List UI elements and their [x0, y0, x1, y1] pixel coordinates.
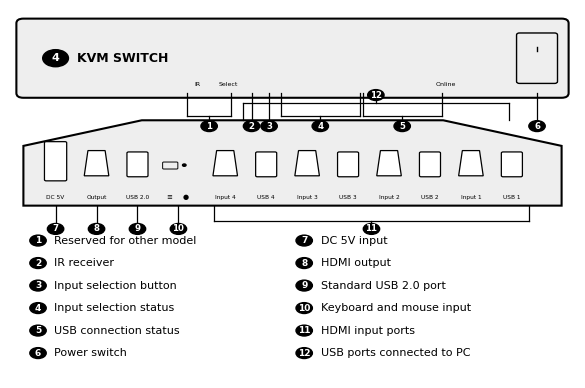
Circle shape	[394, 121, 411, 132]
Polygon shape	[23, 120, 562, 206]
FancyBboxPatch shape	[44, 142, 67, 181]
Circle shape	[88, 223, 105, 234]
Circle shape	[312, 121, 328, 132]
Text: 7: 7	[301, 236, 307, 245]
Text: ≡: ≡	[167, 194, 173, 200]
Text: 4: 4	[317, 121, 324, 131]
Circle shape	[243, 121, 260, 132]
Polygon shape	[84, 151, 109, 176]
Text: 12: 12	[370, 90, 382, 100]
FancyBboxPatch shape	[517, 33, 558, 83]
Text: USB 3: USB 3	[339, 195, 357, 200]
Text: HDMI output: HDMI output	[321, 258, 391, 268]
Text: USB 4: USB 4	[257, 195, 275, 200]
Text: Input 4: Input 4	[215, 195, 236, 200]
Circle shape	[296, 280, 312, 291]
Text: Input 3: Input 3	[297, 195, 318, 200]
FancyBboxPatch shape	[127, 152, 148, 177]
Text: 8: 8	[94, 224, 99, 234]
Circle shape	[30, 303, 46, 314]
Text: Input 2: Input 2	[378, 195, 400, 200]
Text: Input selection status: Input selection status	[54, 303, 175, 313]
Text: 10: 10	[173, 224, 184, 234]
Circle shape	[296, 303, 312, 314]
Circle shape	[201, 121, 218, 132]
Text: 7: 7	[53, 224, 58, 234]
Text: Input 1: Input 1	[460, 195, 481, 200]
Text: USB 2: USB 2	[421, 195, 439, 200]
Text: 1: 1	[206, 121, 212, 131]
Circle shape	[183, 164, 186, 166]
Text: USB 2.0: USB 2.0	[126, 195, 149, 200]
FancyBboxPatch shape	[419, 152, 441, 177]
Circle shape	[367, 90, 384, 100]
FancyBboxPatch shape	[163, 162, 178, 169]
Text: Output: Output	[87, 195, 106, 200]
Text: KVM SWITCH: KVM SWITCH	[77, 52, 168, 65]
Text: 6: 6	[534, 121, 540, 131]
Text: USB 1: USB 1	[503, 195, 521, 200]
Text: Standard USB 2.0 port: Standard USB 2.0 port	[321, 281, 445, 291]
Text: Input selection button: Input selection button	[54, 281, 177, 291]
Text: 10: 10	[298, 303, 311, 313]
Text: IR receiver: IR receiver	[54, 258, 115, 268]
Text: 3: 3	[35, 281, 41, 290]
Circle shape	[261, 121, 277, 132]
Text: 12: 12	[298, 348, 311, 358]
Text: Reserved for other model: Reserved for other model	[54, 236, 197, 246]
Circle shape	[170, 223, 187, 234]
Circle shape	[296, 235, 312, 246]
Polygon shape	[459, 151, 483, 176]
Text: 9: 9	[301, 281, 307, 290]
Circle shape	[43, 50, 68, 67]
Text: IR: IR	[195, 82, 201, 87]
Circle shape	[296, 325, 312, 336]
Text: 2: 2	[249, 121, 254, 131]
Text: USB connection status: USB connection status	[54, 326, 180, 336]
Circle shape	[529, 121, 545, 132]
Text: DC 5V: DC 5V	[46, 195, 65, 200]
Text: 4: 4	[35, 303, 41, 313]
Circle shape	[296, 348, 312, 359]
Polygon shape	[213, 151, 238, 176]
Text: 5: 5	[399, 121, 405, 131]
Text: 9: 9	[135, 224, 140, 234]
Text: DC 5V input: DC 5V input	[321, 236, 387, 246]
FancyBboxPatch shape	[338, 152, 359, 177]
Circle shape	[363, 223, 380, 234]
Text: 4: 4	[51, 53, 60, 63]
Text: HDMI input ports: HDMI input ports	[321, 326, 415, 336]
Text: Select: Select	[218, 82, 238, 87]
Circle shape	[30, 280, 46, 291]
Text: 6: 6	[35, 348, 41, 358]
Text: Online: Online	[436, 82, 456, 87]
Circle shape	[129, 223, 146, 234]
Circle shape	[30, 235, 46, 246]
FancyBboxPatch shape	[256, 152, 277, 177]
Text: 5: 5	[35, 326, 41, 335]
FancyBboxPatch shape	[16, 19, 569, 98]
Text: 11: 11	[366, 224, 377, 234]
Text: Keyboard and mouse input: Keyboard and mouse input	[321, 303, 471, 313]
Polygon shape	[295, 151, 319, 176]
Circle shape	[30, 325, 46, 336]
Circle shape	[30, 348, 46, 359]
Text: ●: ●	[183, 194, 188, 200]
Circle shape	[30, 258, 46, 268]
Text: USB ports connected to PC: USB ports connected to PC	[321, 348, 470, 358]
Polygon shape	[377, 151, 401, 176]
FancyBboxPatch shape	[501, 152, 522, 177]
Text: 1: 1	[35, 236, 41, 245]
Text: Power switch: Power switch	[54, 348, 128, 358]
Text: 11: 11	[298, 326, 311, 335]
Circle shape	[47, 223, 64, 234]
Text: 2: 2	[35, 258, 41, 268]
Text: 3: 3	[266, 121, 272, 131]
Circle shape	[296, 258, 312, 268]
Text: 8: 8	[301, 258, 307, 268]
